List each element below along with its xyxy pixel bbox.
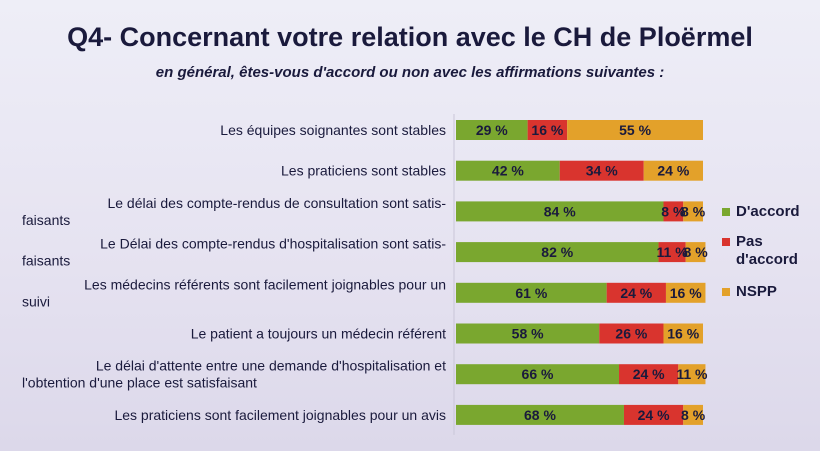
bar-segment <box>456 201 664 222</box>
category-label: Le délai d'attente entre une demande d'h… <box>96 358 446 374</box>
bar-segment <box>456 160 560 181</box>
bar-segment <box>685 242 706 263</box>
legend-swatch <box>722 288 730 296</box>
bar-segment <box>559 160 644 181</box>
bar-segment <box>599 323 664 344</box>
category-label: Les praticiens sont facilement joignable… <box>114 407 446 423</box>
data-label: 16 % <box>531 122 563 138</box>
chart-subtitle: en général, êtes-vous d'accord ou non av… <box>155 64 665 81</box>
category-label: Le délai des compte-rendus de consultati… <box>107 195 446 211</box>
bar-segment <box>567 120 703 140</box>
data-label: 11 % <box>676 366 708 382</box>
data-label: 8 % <box>661 203 686 219</box>
data-label: 8 % <box>681 203 706 219</box>
category-label: Le Délai des compte-rendus d'hospitalisa… <box>100 236 446 252</box>
bar-segment <box>456 323 600 344</box>
bar-segment <box>456 404 624 425</box>
bar-segment <box>456 120 528 140</box>
data-label: 24 % <box>657 163 689 179</box>
bar-segment <box>683 404 703 425</box>
bar-segment <box>623 404 684 425</box>
bar-segment <box>678 364 706 385</box>
data-label: 66 % <box>522 366 554 382</box>
legend-label: NSPP <box>736 283 777 300</box>
legend-label: D'accord <box>736 203 800 220</box>
chart-title: Q4- Concernant votre relation avec le CH… <box>67 22 753 52</box>
data-label: 61 % <box>515 285 547 301</box>
bars <box>456 120 706 425</box>
data-label: 16 % <box>667 326 699 342</box>
category-labels: Les équipes soignantes sont stables Les p… <box>22 122 446 423</box>
data-label: 58 % <box>512 326 544 342</box>
bar-segment <box>456 242 659 263</box>
bar-segment <box>665 282 706 303</box>
category-label-continued: suivi <box>22 293 50 309</box>
legend-swatch <box>722 238 730 246</box>
data-label: 68 % <box>524 407 556 423</box>
bar-segment <box>456 364 620 385</box>
bar-segment <box>619 364 679 385</box>
data-label: 42 % <box>492 163 524 179</box>
data-label: 29 % <box>476 122 508 138</box>
data-label: 16 % <box>670 285 702 301</box>
data-label: 11 % <box>657 244 689 260</box>
data-label: 24 % <box>638 407 670 423</box>
category-label-continued: faisants <box>22 212 70 228</box>
bar-segment <box>643 160 703 181</box>
category-label-continued: faisants <box>22 253 70 269</box>
data-label: 55 % <box>619 122 651 138</box>
data-label: 82 % <box>541 244 573 260</box>
data-label: 24 % <box>633 366 665 382</box>
legend-swatch <box>722 208 730 216</box>
bar-segment <box>663 323 703 344</box>
category-label-continued: l'obtention d'une place est satisfaisant <box>22 375 257 391</box>
data-label: 84 % <box>544 203 576 219</box>
value-labels: 29 % 16 % 55 %42 % 34 % 24 %84 % 8 %8 %82 % 11… <box>476 122 708 423</box>
bar-segment <box>658 242 686 263</box>
legend-label: Pas <box>736 233 763 250</box>
category-label: Les médecins référents sont facilement j… <box>84 276 446 292</box>
bar-segment <box>663 201 684 222</box>
bar-segment <box>456 282 607 303</box>
category-label: Les équipes soignantes sont stables <box>220 122 446 138</box>
bar-segment <box>527 120 568 140</box>
category-label: Le patient a toujours un médecin référen… <box>191 326 446 342</box>
category-label: Les praticiens sont stables <box>281 163 446 179</box>
data-label: 26 % <box>615 326 647 342</box>
data-label: 34 % <box>586 163 618 179</box>
data-label: 8 % <box>681 407 706 423</box>
bar-segment <box>683 201 703 222</box>
bar-segment <box>606 282 666 303</box>
data-label: 24 % <box>620 285 652 301</box>
data-label: 8 % <box>684 244 709 260</box>
legend-label: d'accord <box>736 251 798 268</box>
